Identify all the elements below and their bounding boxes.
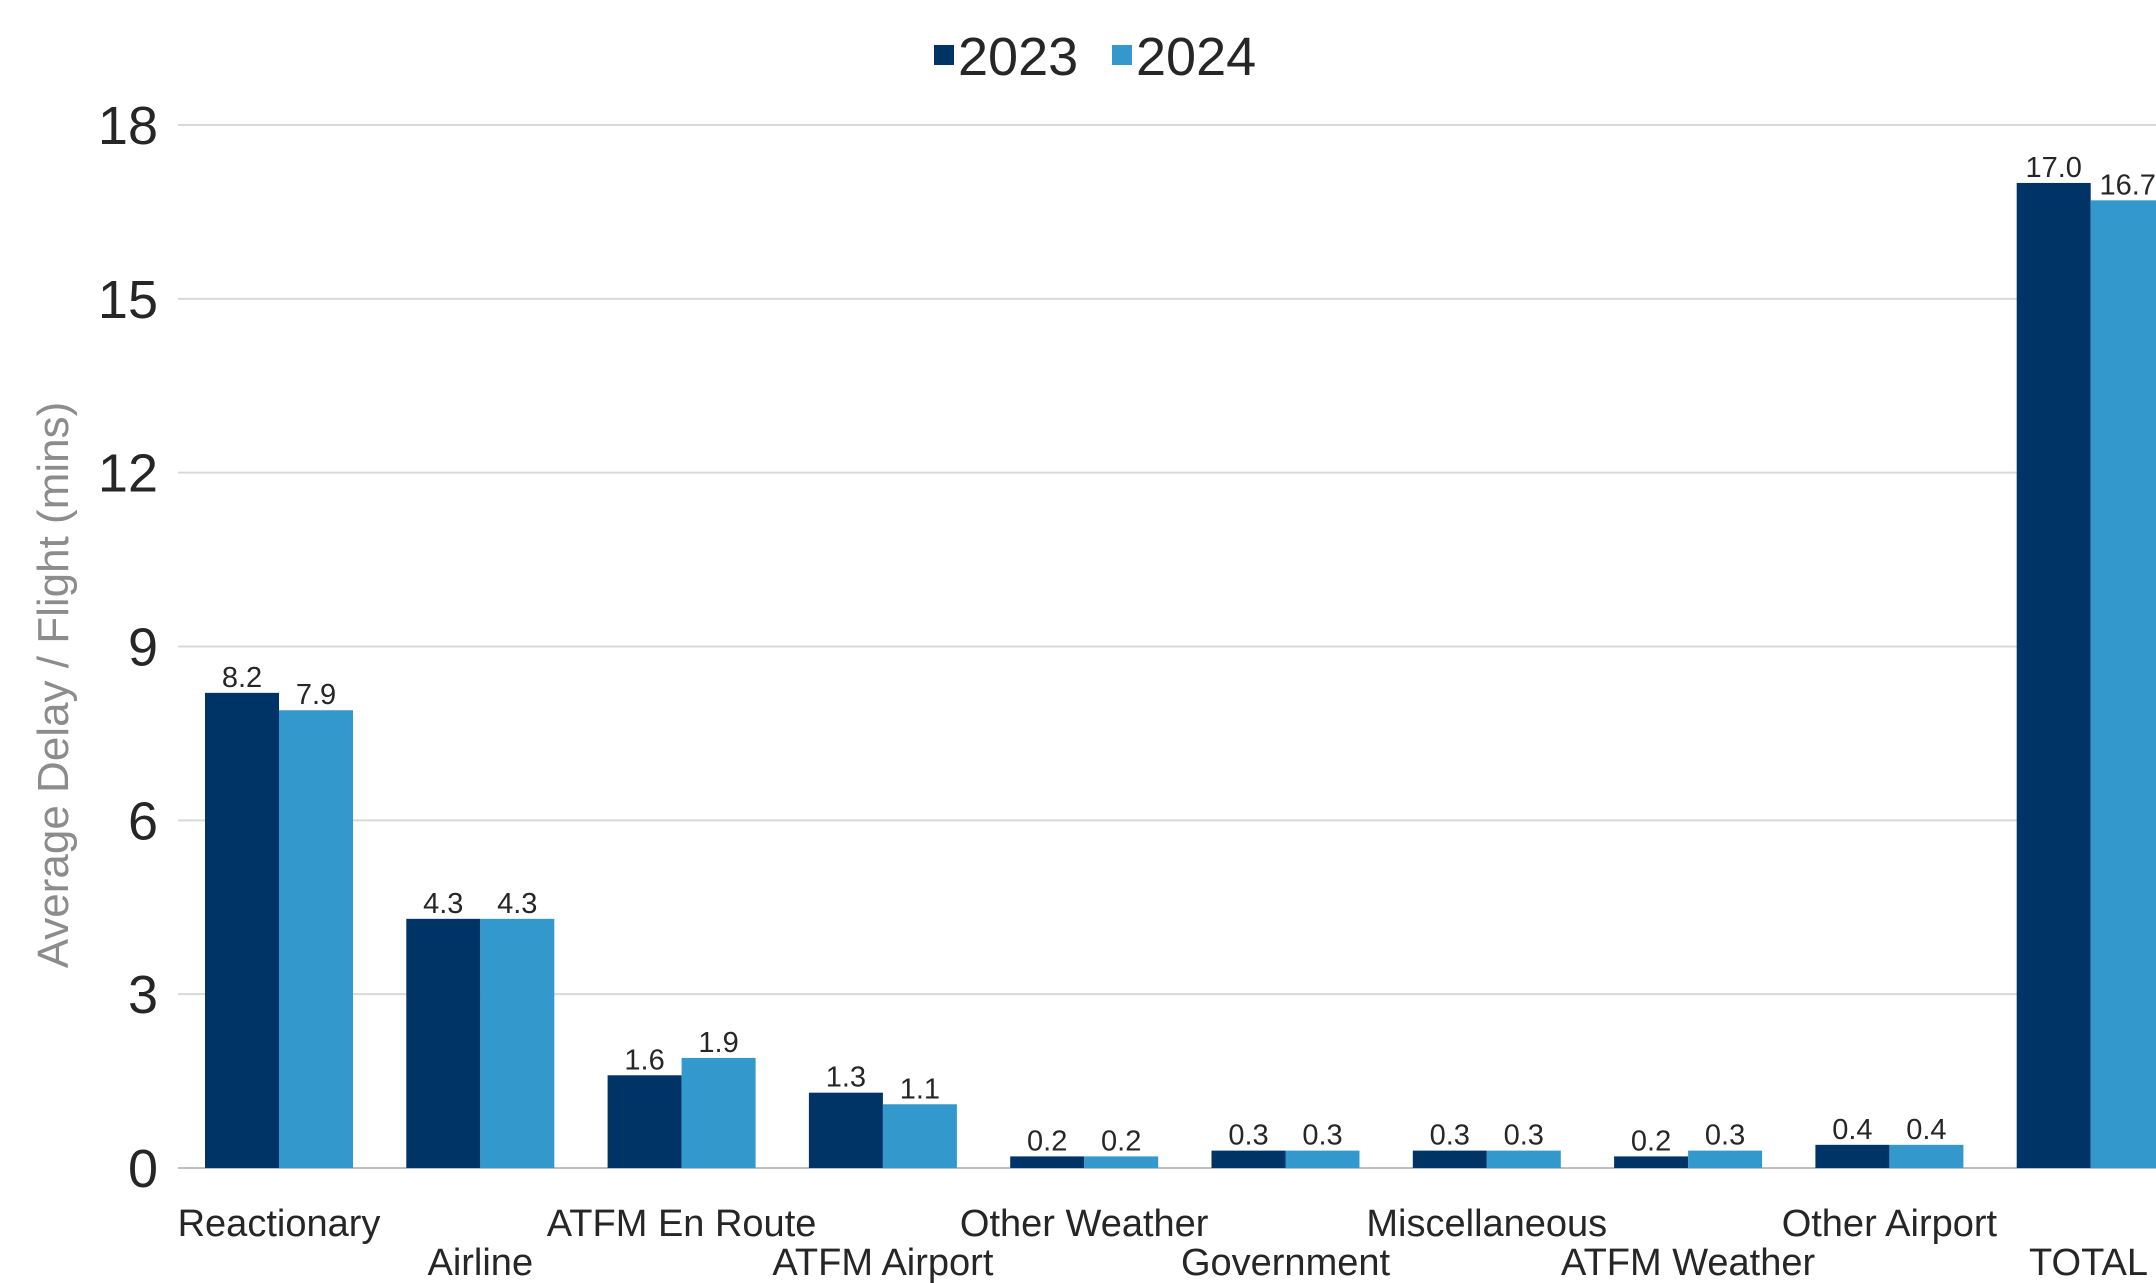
data-label: 0.3 <box>1504 1120 1544 1152</box>
category-label: ATFM Airport <box>772 1242 993 1283</box>
data-label: 0.3 <box>1228 1120 1268 1152</box>
bar-2024-atfm-weather <box>1688 1150 1763 1168</box>
bar-2023-atfm-airport <box>808 1092 883 1168</box>
data-label: 1.9 <box>698 1027 738 1059</box>
bar-2023-other-airport <box>1815 1144 1890 1168</box>
data-label: 7.9 <box>296 679 336 711</box>
data-label: 1.6 <box>624 1044 664 1076</box>
data-label: 0.2 <box>1027 1125 1067 1157</box>
data-label: 1.1 <box>900 1073 940 1105</box>
bar-2023-reactionary <box>205 692 279 1168</box>
category-label: ATFM Weather <box>1561 1242 1815 1283</box>
bar-2024-atfm-airport <box>882 1104 957 1168</box>
data-label: 0.3 <box>1705 1120 1745 1152</box>
legend-label: 2023 <box>958 27 1078 87</box>
bar-2023-atfm-weather <box>1614 1156 1689 1168</box>
y-axis-title: Average Delay / Flight (mins) <box>29 402 78 969</box>
bars <box>205 182 2156 1169</box>
category-label: Government <box>1181 1242 1391 1283</box>
bar-2024-miscellaneous <box>1486 1150 1561 1168</box>
category-label: Airline <box>427 1242 533 1283</box>
bar-2023-airline <box>406 918 481 1168</box>
y-axis-ticks: 0 3 6 9 12 15 18 <box>98 96 158 1199</box>
data-label: 0.4 <box>1906 1114 1946 1146</box>
category-label: Miscellaneous <box>1366 1203 1607 1245</box>
y-tick-label: 12 <box>98 444 158 504</box>
bar-2024-reactionary <box>279 710 353 1168</box>
y-tick-label: 9 <box>128 618 158 678</box>
category-label: ATFM En Route <box>547 1203 817 1245</box>
bar-2024-government <box>1285 1150 1360 1168</box>
bar-2024-airline <box>480 918 555 1168</box>
bar-2023-atfm-en-route <box>607 1075 682 1168</box>
category-label: Other Weather <box>960 1203 1209 1245</box>
bar-2024-other-airport <box>1889 1144 1964 1168</box>
bar-2023-miscellaneous <box>1412 1150 1487 1168</box>
bar-2024-total <box>2090 200 2156 1169</box>
legend: 2023 2024 <box>934 27 1256 87</box>
y-tick-label: 15 <box>98 270 158 330</box>
data-labels: 8.2 4.3 1.6 1.3 0.2 0.3 0.3 0.2 0.4 17.0 7.9 4.3 1.9… <box>222 152 2156 1157</box>
category-label: Other Airport <box>1782 1203 1998 1245</box>
data-label: 0.4 <box>1832 1114 1872 1146</box>
data-label: 0.3 <box>1302 1120 1342 1152</box>
data-label: 4.3 <box>497 888 537 920</box>
data-label: 0.3 <box>1430 1120 1470 1152</box>
legend-swatch <box>1112 45 1132 65</box>
category-label: Reactionary <box>178 1203 381 1245</box>
bar-2024-other-weather <box>1084 1156 1159 1168</box>
data-label: 1.3 <box>826 1062 866 1094</box>
bar-2023-other-weather <box>1010 1156 1085 1168</box>
y-tick-label: 6 <box>128 791 158 851</box>
bar-2023-government <box>1211 1150 1286 1168</box>
data-label: 4.3 <box>423 888 463 920</box>
legend-label: 2024 <box>1136 27 1256 87</box>
y-tick-label: 3 <box>128 965 158 1025</box>
data-label: 0.2 <box>1631 1125 1671 1157</box>
data-label: 17.0 <box>2025 152 2081 184</box>
legend-swatch <box>934 45 954 65</box>
bar-2023-total <box>2016 182 2091 1168</box>
y-tick-label: 0 <box>128 1139 158 1199</box>
y-tick-label: 18 <box>98 96 158 156</box>
data-label: 0.2 <box>1101 1125 1141 1157</box>
data-label: 8.2 <box>222 662 262 694</box>
bar-2024-atfm-en-route <box>681 1057 756 1168</box>
category-label: TOTAL <box>2029 1242 2148 1283</box>
data-label: 16.7 <box>2099 169 2155 201</box>
